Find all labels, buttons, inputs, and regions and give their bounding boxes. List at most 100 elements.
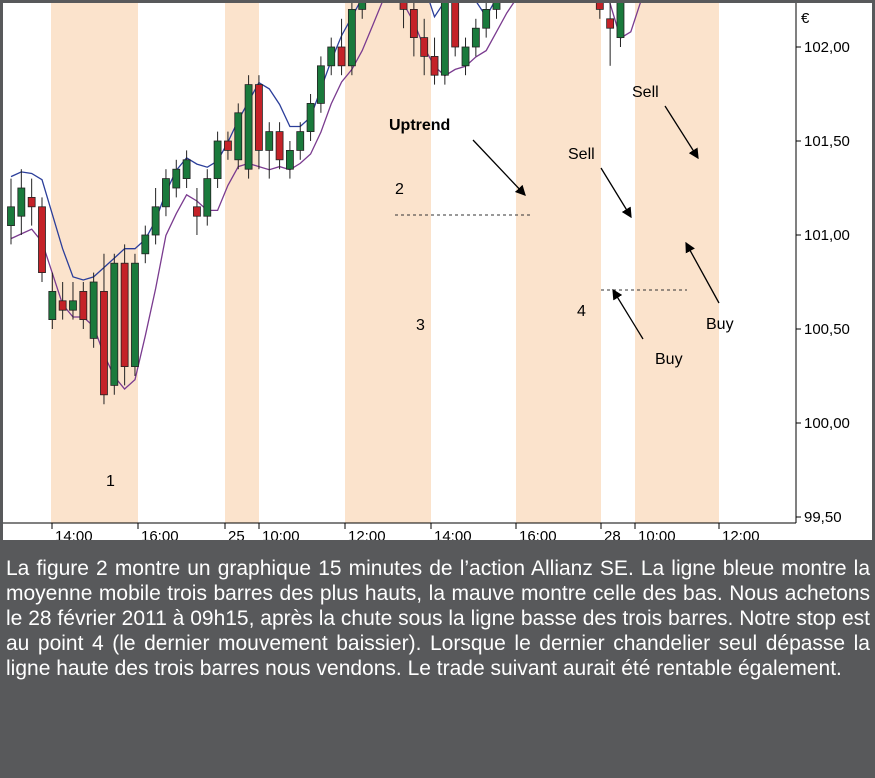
candle bbox=[89, 272, 98, 348]
time-band bbox=[345, 3, 431, 523]
candle bbox=[358, 3, 367, 19]
candle-body bbox=[7, 206, 15, 227]
candle bbox=[100, 253, 108, 405]
point-2-label: 2 bbox=[395, 181, 404, 198]
candle bbox=[48, 272, 57, 329]
candle-body bbox=[265, 131, 274, 151]
candle bbox=[162, 169, 170, 217]
x-tick-label: 10:00 bbox=[638, 528, 676, 540]
sell-arrow-2 bbox=[664, 105, 699, 160]
buy-label-1: Buy bbox=[655, 351, 683, 368]
candle-body bbox=[234, 112, 243, 161]
time-band bbox=[225, 3, 259, 523]
candle-body bbox=[616, 3, 625, 39]
candle bbox=[286, 141, 294, 179]
x-tick-label: 25 bbox=[228, 528, 245, 540]
candle bbox=[58, 282, 67, 320]
candle bbox=[203, 169, 212, 226]
candle bbox=[244, 75, 253, 179]
candle bbox=[327, 37, 336, 76]
candle-body bbox=[27, 196, 36, 208]
candle-body bbox=[213, 140, 222, 179]
candle-body bbox=[492, 3, 501, 10]
candle-body bbox=[482, 9, 491, 29]
candle bbox=[110, 253, 119, 395]
candle-body bbox=[224, 140, 232, 151]
candle bbox=[182, 150, 191, 188]
candle bbox=[69, 282, 77, 320]
candle bbox=[316, 56, 325, 113]
candle bbox=[38, 197, 46, 282]
candle bbox=[193, 188, 201, 235]
candle-body bbox=[430, 56, 439, 76]
candle bbox=[296, 122, 305, 160]
candle-body bbox=[69, 300, 77, 311]
y-tick-label: 100,00 bbox=[804, 415, 850, 432]
candle bbox=[120, 244, 129, 386]
candle bbox=[440, 3, 449, 85]
y-tick-label: 100,50 bbox=[804, 321, 850, 338]
x-tick-label: 16:00 bbox=[141, 528, 179, 540]
candle-body bbox=[203, 178, 212, 217]
point-1-label: 1 bbox=[106, 473, 115, 490]
candle bbox=[482, 3, 491, 38]
point-3-label: 3 bbox=[416, 317, 425, 334]
candle bbox=[420, 18, 429, 76]
candle bbox=[79, 282, 88, 329]
candle-body bbox=[162, 178, 170, 208]
candle-body bbox=[38, 206, 46, 274]
figure-caption: La figure 2 montre un graphique 15 minut… bbox=[6, 557, 870, 680]
candle-body bbox=[255, 84, 263, 151]
candle-body bbox=[595, 3, 604, 10]
x-tick-label: 14:00 bbox=[434, 528, 472, 540]
x-tick-label: 14:00 bbox=[55, 528, 93, 540]
candle bbox=[616, 3, 625, 47]
candle bbox=[409, 3, 418, 57]
candle-body bbox=[451, 3, 460, 48]
candle bbox=[275, 122, 284, 170]
candle-body bbox=[420, 37, 429, 57]
time-band bbox=[516, 3, 601, 523]
uptrend-label: Uptrend bbox=[389, 117, 450, 134]
candlestick-chart: 14:00 16:00 25 10:00 12:00 14:00 16:00 28 10:00 1… bbox=[3, 3, 850, 540]
candle bbox=[337, 18, 346, 76]
candle bbox=[141, 225, 150, 264]
candle-body bbox=[296, 131, 305, 151]
candle-body bbox=[316, 65, 325, 104]
candle-body bbox=[347, 9, 356, 67]
candle-body bbox=[440, 3, 449, 76]
x-tick-label: 16:00 bbox=[519, 528, 557, 540]
candle-body bbox=[409, 9, 418, 39]
candle-body bbox=[193, 206, 201, 217]
candle bbox=[213, 131, 222, 188]
candle-body bbox=[306, 103, 315, 133]
candle bbox=[461, 37, 470, 76]
candle bbox=[471, 18, 480, 57]
candle-body bbox=[337, 46, 346, 67]
y-tick-label: 102,00 bbox=[804, 39, 850, 56]
candle-body bbox=[286, 149, 294, 170]
buy-arrow-1 bbox=[612, 288, 644, 340]
candle-body bbox=[131, 262, 139, 368]
candle bbox=[27, 178, 36, 226]
candle-body bbox=[100, 290, 108, 396]
candle bbox=[451, 3, 460, 57]
candle-body bbox=[172, 168, 181, 189]
y-tick-label: 101,00 bbox=[804, 227, 850, 244]
candle bbox=[234, 103, 243, 170]
x-tick-label: 12:00 bbox=[722, 528, 760, 540]
x-axis: 14:00 16:00 25 10:00 12:00 14:00 16:00 28 10:00 1… bbox=[3, 522, 796, 540]
uptrend-arrow bbox=[472, 139, 526, 196]
candle-body bbox=[461, 46, 470, 67]
candle bbox=[306, 94, 315, 141]
candle bbox=[595, 3, 604, 19]
candle-body bbox=[471, 27, 480, 48]
candle-body bbox=[151, 206, 160, 236]
sell-label-1: Sell bbox=[568, 146, 595, 163]
candle-body bbox=[120, 262, 129, 368]
candle bbox=[172, 159, 181, 198]
candle bbox=[17, 169, 26, 235]
candle bbox=[606, 3, 615, 66]
currency-label: € bbox=[801, 10, 810, 27]
sell-label-2: Sell bbox=[632, 84, 659, 101]
